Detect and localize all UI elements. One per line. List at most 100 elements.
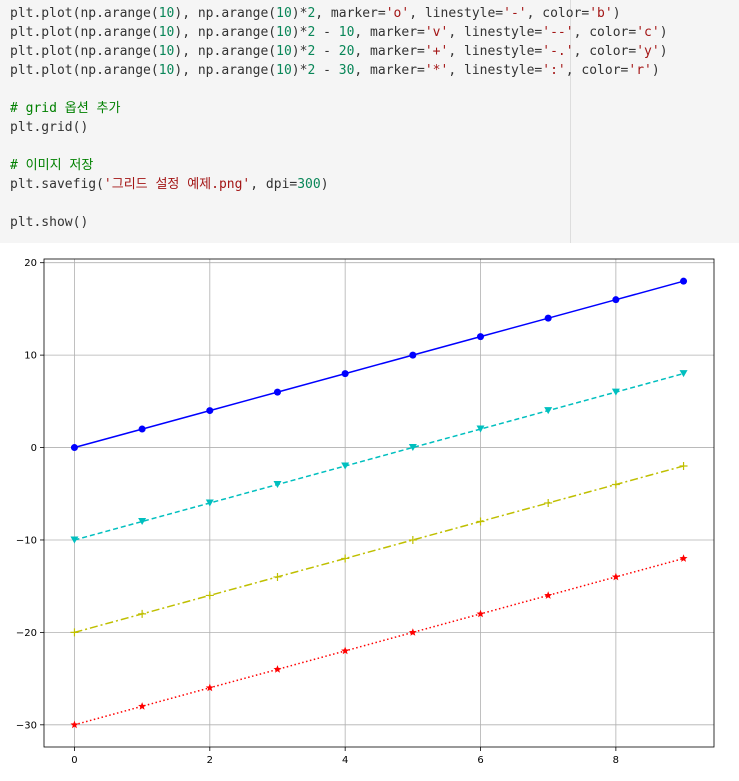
code-token: ), np.arange( (174, 63, 277, 78)
code-editor[interactable]: plt.plot(np.arange(10), np.arange(10)*2,… (10, 4, 668, 232)
code-token: , color= (526, 6, 590, 21)
series-point (138, 517, 147, 525)
code-token: , color= (565, 63, 629, 78)
code-token: ), np.arange( (174, 44, 277, 59)
code-token: , dpi= (250, 177, 298, 192)
x-tick-label: 4 (342, 755, 348, 766)
series-point (476, 425, 485, 433)
code-token: , marker= (354, 63, 425, 78)
code-token: 'v' (424, 25, 449, 40)
series-point (341, 646, 350, 655)
y-tick-label: 20 (24, 258, 37, 269)
y-tick-label: 0 (31, 443, 37, 454)
code-token: )* (291, 44, 308, 59)
series-line (74, 280, 684, 449)
plot-frame (43, 258, 715, 748)
code-token: - (315, 25, 339, 40)
series-point (544, 499, 553, 507)
code-token: 10 (158, 25, 175, 40)
code-token: 2 (307, 25, 316, 40)
code-token: 'r' (628, 63, 652, 78)
code-token: plt.plot(np.arange( (10, 63, 159, 78)
x-tick-label: 6 (477, 755, 483, 766)
code-token: 10 (276, 6, 292, 21)
code-token: , linestyle= (448, 25, 543, 40)
code-token: ) (320, 177, 329, 192)
code-line: plt.show() (10, 213, 668, 232)
series-point (273, 572, 282, 581)
series-point (477, 333, 485, 341)
x-tick-label: 8 (613, 755, 619, 766)
series-point (611, 480, 620, 489)
code-line: plt.plot(np.arange(10), np.arange(10)*2 … (10, 42, 668, 61)
line-chart: 0 2 4 6 8 20 10 0 −10 −20 −30 (16, 258, 715, 766)
code-token: 10 (276, 25, 292, 40)
series-point (138, 609, 147, 618)
series-point (408, 444, 417, 452)
code-token: ), np.arange( (174, 6, 277, 21)
code-token: '+' (424, 44, 449, 59)
code-line: # grid 옵션 추가 (10, 99, 668, 118)
y-tick-label: −20 (16, 628, 37, 639)
code-token: , marker= (315, 6, 386, 21)
code-token: , linestyle= (448, 44, 543, 59)
series-point (476, 517, 485, 526)
code-token: 300 (297, 177, 321, 192)
series-point (341, 554, 350, 563)
code-token: ) (659, 44, 668, 59)
series-point (70, 536, 79, 544)
code-token: plt.plot(np.arange( (10, 44, 159, 59)
code-token: , linestyle= (409, 6, 504, 21)
code-line: plt.plot(np.arange(10), np.arange(10)*2,… (10, 4, 668, 23)
code-token: 10 (276, 63, 292, 78)
code-token: )* (291, 6, 308, 21)
code-token: ) (612, 6, 621, 21)
series-point (679, 370, 688, 378)
code-token: 10 (338, 25, 355, 40)
series-point (206, 407, 214, 415)
series-point (679, 554, 688, 562)
code-token: 10 (276, 44, 292, 59)
series-point (611, 388, 620, 396)
code-cell[interactable]: plt.plot(np.arange(10), np.arange(10)*2,… (0, 0, 739, 243)
code-token: plt.grid() (10, 120, 89, 135)
code-token: , color= (573, 25, 637, 40)
code-token: 2 (307, 63, 316, 78)
code-token: , linestyle= (448, 63, 543, 78)
code-token: # grid 옵션 추가 (10, 101, 121, 116)
series-line (74, 557, 684, 726)
series-point (409, 351, 417, 359)
series-point (341, 462, 350, 470)
y-tick-label: −10 (16, 535, 37, 546)
code-token: 'y' (636, 44, 660, 59)
x-tick-label: 2 (207, 755, 213, 766)
series-point (273, 481, 282, 489)
code-token: 2 (307, 6, 316, 21)
series-point (612, 296, 620, 304)
code-token: # 이미지 저장 (10, 158, 94, 173)
series-point (408, 628, 417, 636)
code-token: 10 (158, 6, 175, 21)
code-token: )* (291, 63, 308, 78)
series-point (544, 314, 552, 322)
series-point (408, 535, 417, 544)
y-tick-label: −30 (16, 720, 37, 731)
series-point (611, 572, 620, 581)
code-cell-divider (570, 0, 571, 243)
series-point (138, 425, 146, 433)
code-token: , marker= (354, 25, 425, 40)
code-token: 'b' (589, 6, 613, 21)
series-point (544, 407, 553, 415)
output-cell: 0 2 4 6 8 20 10 0 −10 −20 −30 (0, 243, 739, 781)
code-token: '-.' (542, 44, 574, 59)
code-token: ) (651, 63, 660, 78)
series-point (70, 444, 78, 452)
series-point (273, 388, 281, 396)
code-token: '--' (542, 25, 574, 40)
series-point (544, 591, 553, 599)
code-line: ​ (10, 80, 668, 99)
code-token: ) (659, 25, 668, 40)
code-token: - (315, 63, 339, 78)
series-point (476, 609, 485, 618)
x-tick-label: 0 (71, 755, 77, 766)
